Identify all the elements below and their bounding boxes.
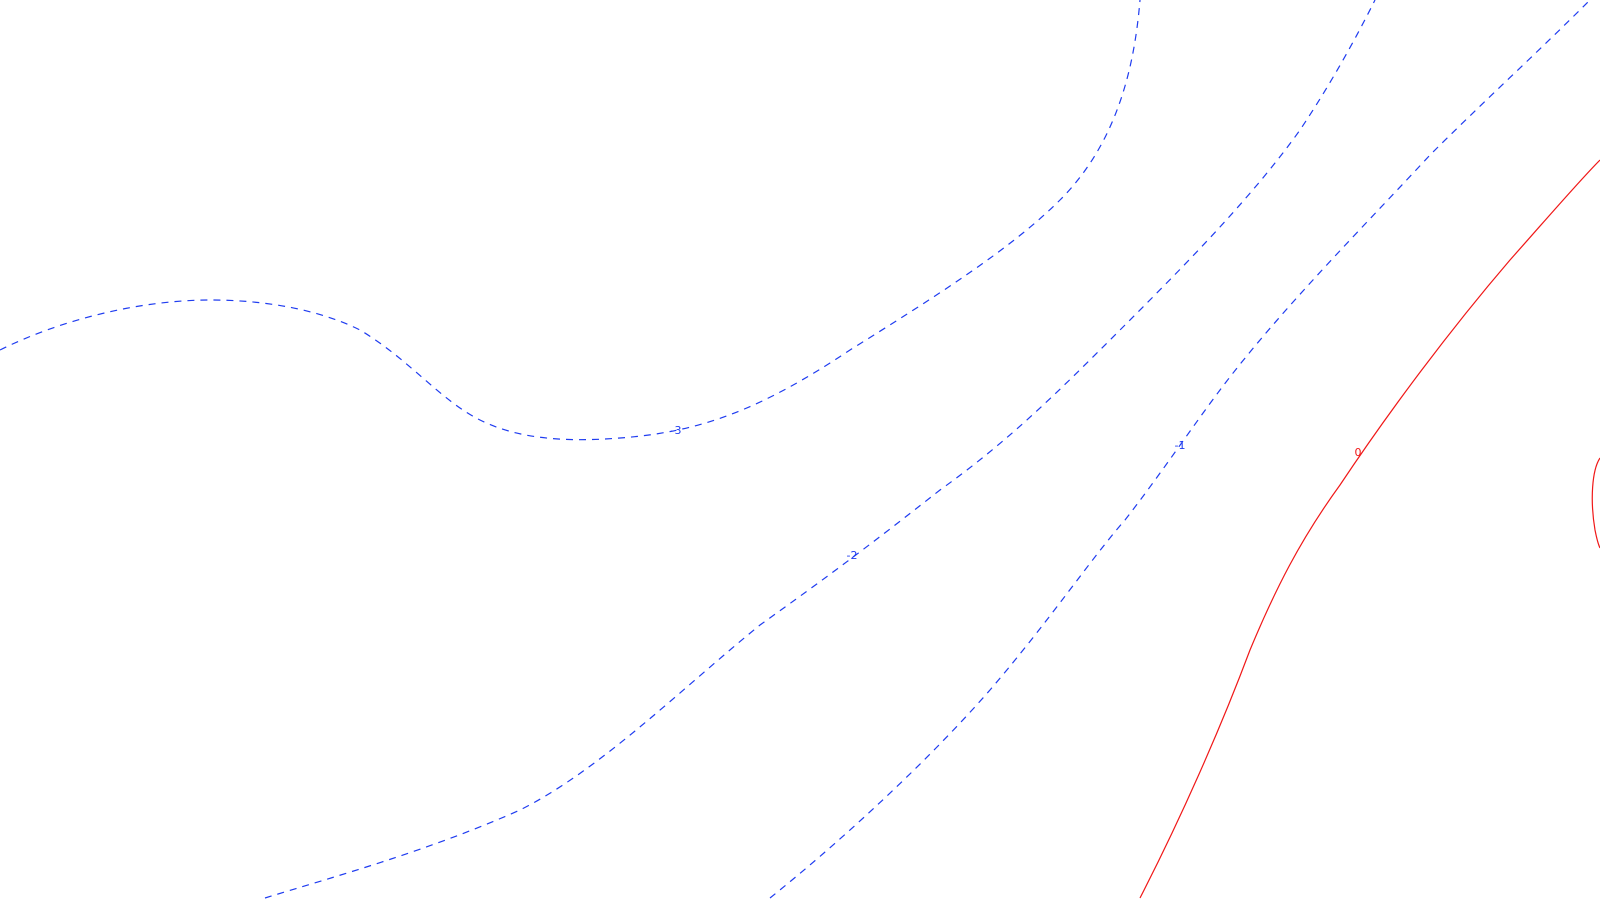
contour-label-minus-3: -3 <box>671 424 682 437</box>
contour-line-zero-edge <box>1591 457 1600 549</box>
contour-label-zero: 0 <box>1355 446 1362 459</box>
contour-label-minus-1: -1 <box>1175 439 1186 452</box>
contour-line-minus-2 <box>264 0 1376 899</box>
contour-line-zero <box>1139 159 1600 899</box>
contour-line-minus-3 <box>0 0 1141 441</box>
contour-label-minus-2: -2 <box>847 549 858 562</box>
contour-line-minus-1 <box>769 0 1591 899</box>
